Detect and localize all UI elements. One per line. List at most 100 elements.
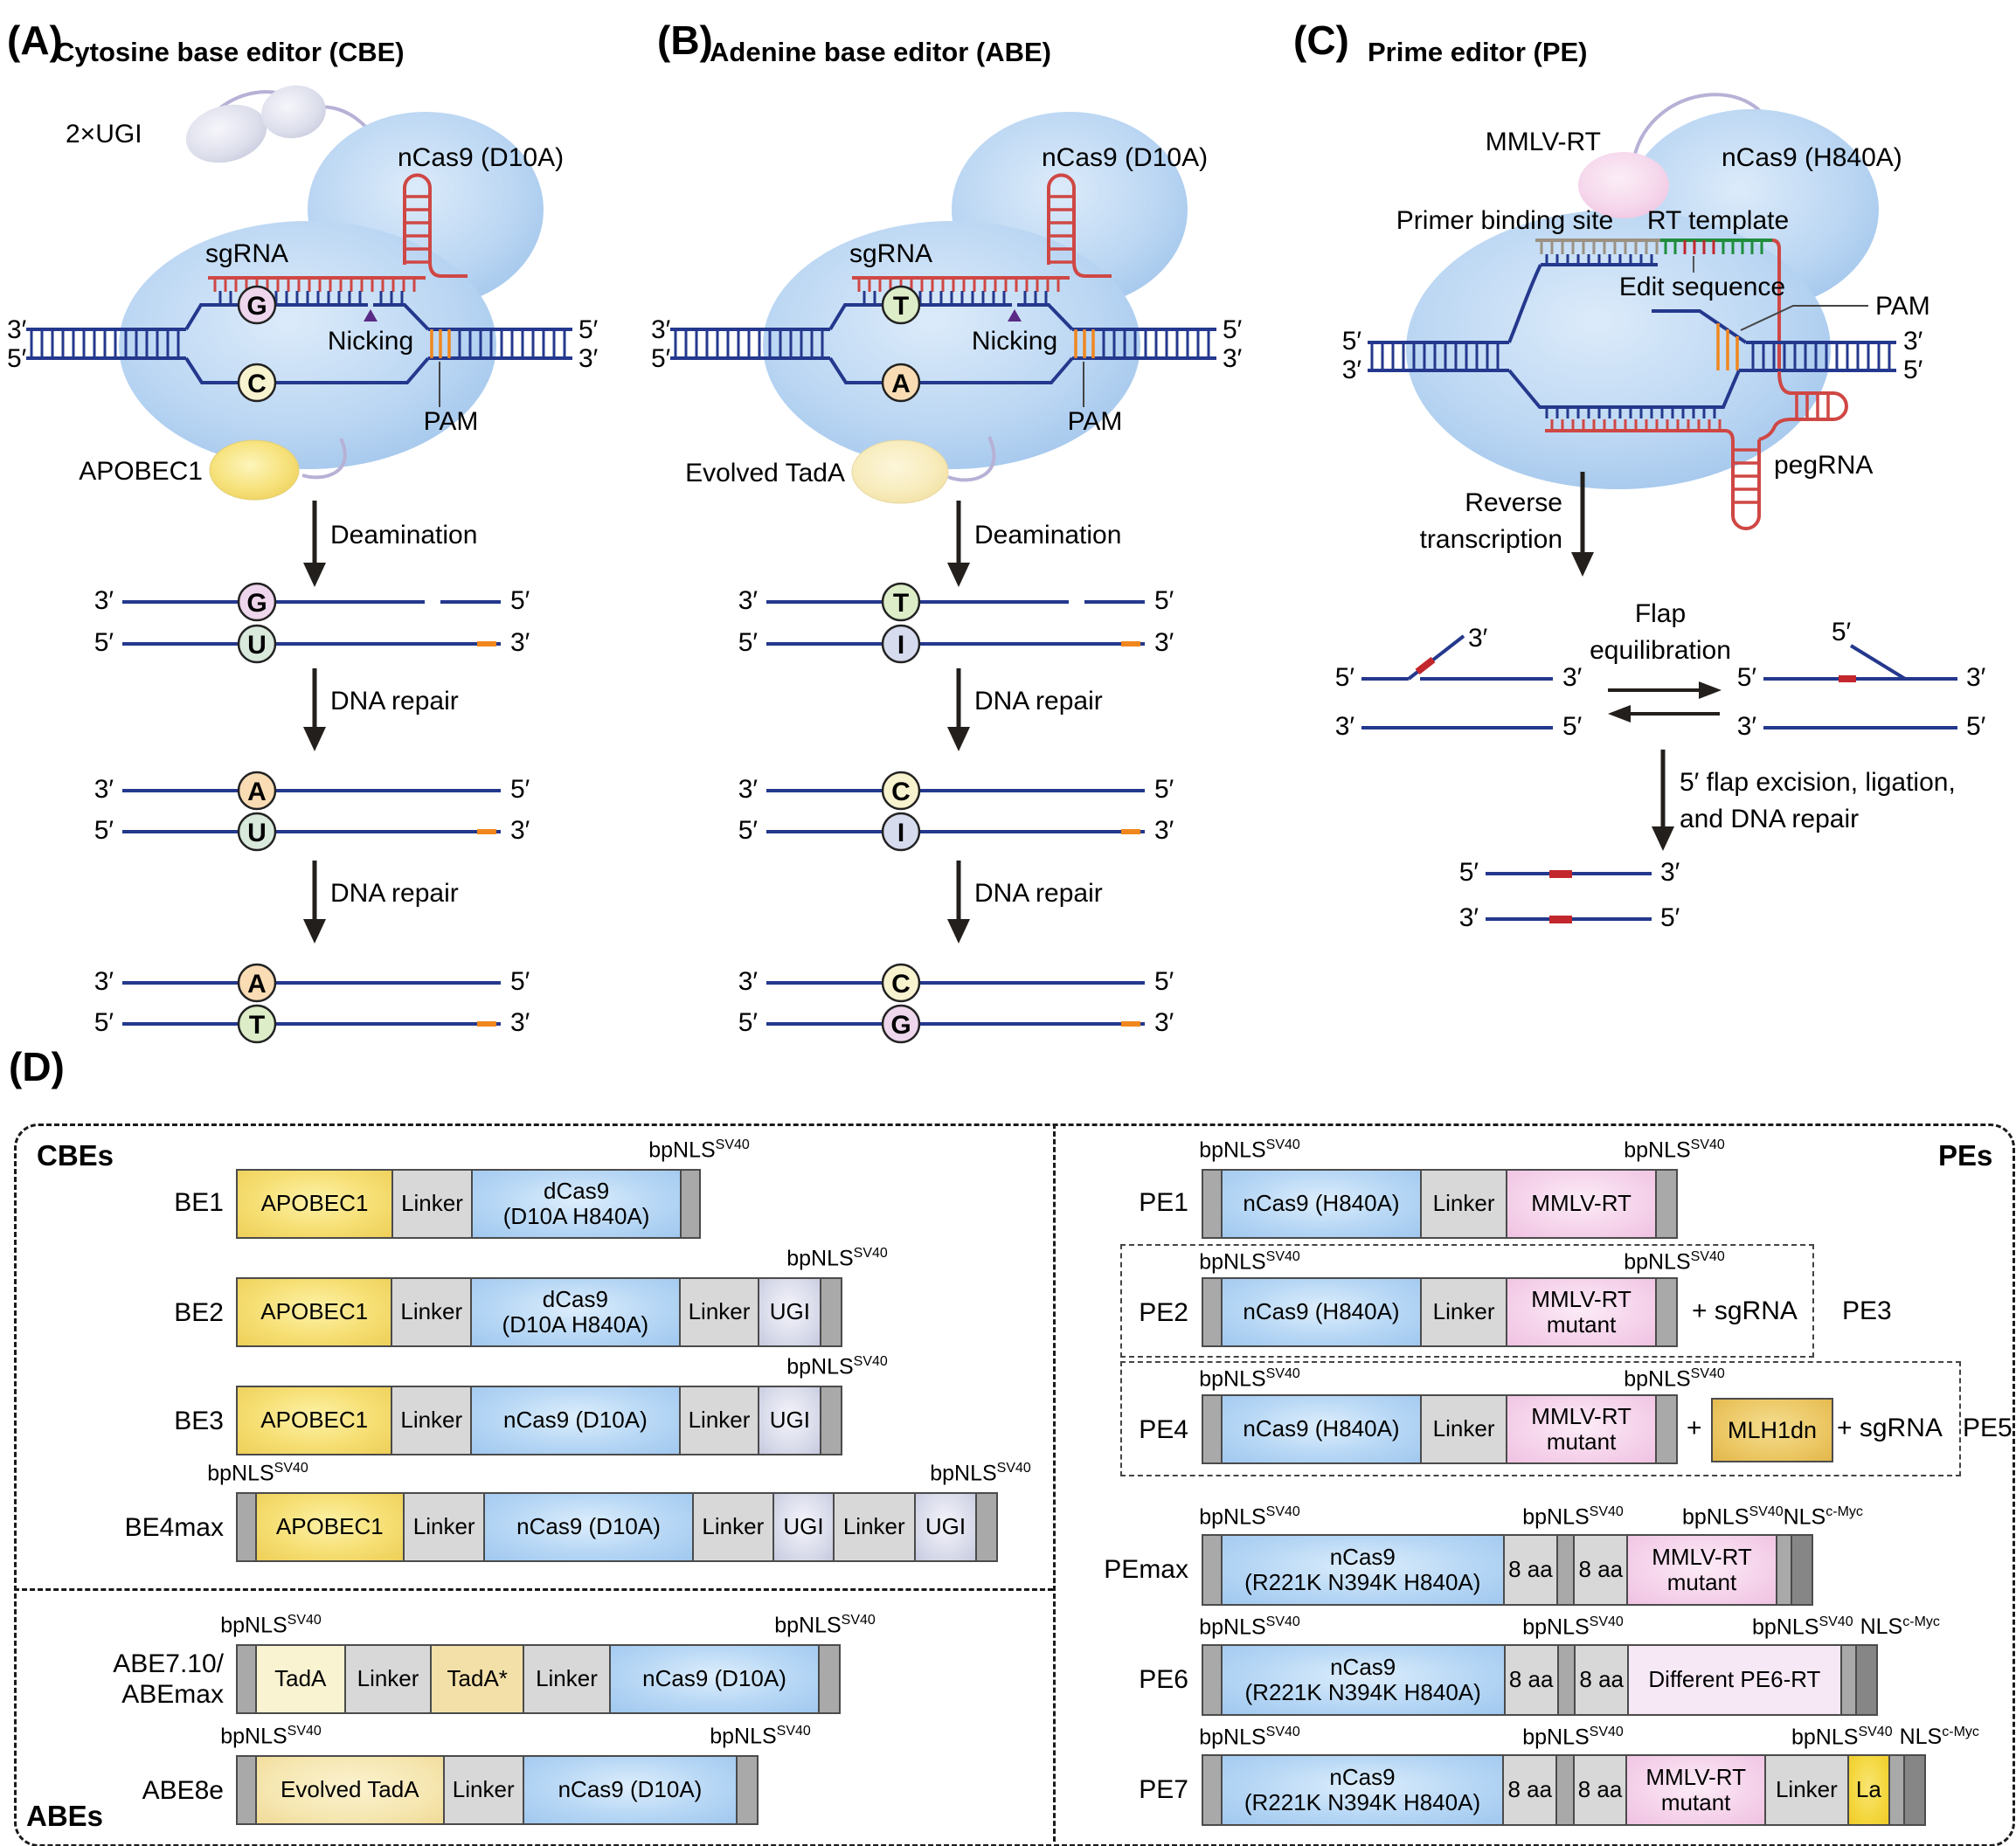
panel-d-vertical-divider [1053,1124,1056,1842]
pe4-cas9: nCas9 (H840A) [1220,1396,1421,1462]
pam-label: PAM [1875,292,1930,321]
group-label-abes: ABEs [26,1800,104,1832]
base-circle-opposite [237,363,277,403]
pair1-bottom-base: U [247,631,267,660]
pe2-rt-mutant: MMLV-RT mutant [1505,1279,1656,1345]
end-left-top: 3′ [7,315,27,344]
pe7-cas9: nCas9 (R221K N394K H840A) [1220,1756,1503,1824]
be4max-apobec1: APOBEC1 [254,1494,403,1560]
pe6-8aa-2: 8 aa [1574,1646,1628,1714]
be3-nls [820,1387,842,1454]
be2-bpnls-right: bpNLSSV40 [786,1246,888,1271]
deaminase-blob [851,439,949,504]
rt-arrow [1571,472,1594,577]
panel-d-tag: (D) [9,1044,65,1089]
pair2-top-base: C [891,778,911,806]
pe5-name: PE5 [1963,1414,2013,1442]
be1-bpnls-right: bpNLSSV40 [648,1137,750,1163]
pair3-left-top: 3′ [738,967,759,996]
fd-5p: 5′ [1459,858,1479,887]
base-letter-target: G [246,292,267,321]
deamination-arrow [947,501,970,587]
pe7-la: La [1846,1756,1888,1824]
pemax-name: PEmax [1104,1555,1188,1584]
be2-apobec1: APOBEC1 [238,1279,391,1345]
pemax-nls-right [1775,1536,1791,1604]
pe2-linker: Linker [1420,1279,1506,1345]
end-right-bottom: 3′ [1223,344,1243,373]
ri-b5p: 5′ [1966,712,1986,741]
pam-leader [1740,305,1868,331]
pe6-bpnls-mid: bpNLSSV40 [1522,1614,1624,1640]
pe4-linker: Linker [1420,1396,1506,1462]
nicking-label: Nicking [972,327,1057,356]
sgrna-label: sgRNA [205,239,288,268]
bottom-bubble-strand [828,356,1074,384]
deamination-label: Deamination [974,521,1121,550]
pemax-bpnls-mid: bpNLSSV40 [1522,1504,1624,1530]
strand-pair-2: 3′ 5′ C 5′ 3′ I [738,771,1174,852]
pe1-linker: Linker [1420,1171,1506,1237]
pe4-bpnls-right: bpNLSSV40 [1624,1366,1725,1392]
strand-pair-2: 3′ 5′ A 5′ 3′ U [94,771,530,852]
pe4-bar: nCas9 (H840A) Linker MMLV-RT mutant [1202,1394,1678,1464]
be4max-linker1: Linker [402,1494,484,1560]
sgrna-hairpin [1047,173,1112,278]
ri-b3p: 3′ [1737,712,1757,741]
edit-seq-label: Edit sequence [1619,273,1785,301]
abe8e-cas9: nCas9 (D10A) [522,1757,737,1823]
pe1-name: PE1 [1139,1188,1188,1217]
abe710-bpnls-left: bpNLSSV40 [220,1613,322,1638]
be3-bpnls-right: bpNLSSV40 [786,1354,888,1379]
pair2-right-bottom: 3′ [510,816,530,845]
pe2-name: PE2 [1139,1298,1188,1327]
end-left-bottom: 3′ [1342,356,1362,384]
end-left-bottom: 5′ [7,344,27,373]
pe7-nls-right [1888,1756,1904,1824]
fd-b5p: 5′ [1660,903,1680,932]
abe710-tadastar: TadA* [430,1646,523,1712]
pe6-cas9: nCas9 (R221K N394K H840A) [1220,1646,1504,1714]
pair3-bottom-base: G [890,1011,911,1040]
pe2-nls-left [1203,1279,1221,1345]
deaminase-label: Evolved TadA [685,459,845,487]
pair1-right-top: 5′ [1154,586,1174,615]
be1-nls [680,1171,699,1237]
pe1-bar: nCas9 (H840A) Linker MMLV-RT [1202,1169,1678,1239]
pemax-bar: nCas9 (R221K N394K H840A) 8 aa 8 aa MMLV-… [1202,1534,1813,1606]
pair2-top-base: A [247,778,267,806]
cas9-blob-body [119,221,496,469]
equilibration-arrows [1608,681,1722,722]
abe8e-nls-right [736,1757,757,1823]
li-5p: 5′ [1335,663,1355,692]
pe4-rt-mutant: MMLV-RT mutant [1505,1396,1656,1462]
pair2-left-top: 3′ [94,775,114,804]
pe7-8aa-2: 8 aa [1572,1756,1626,1824]
deamination-label: Deamination [330,521,477,550]
pe7-bpnls-cmyc: bpNLSSV40 NLSc-Myc [1791,1725,1979,1750]
repair-label-2: DNA repair [330,879,459,908]
pam-label: PAM [1068,407,1123,436]
cas9-blob-body [1406,210,1831,489]
sgrna-hairpin [403,173,468,278]
panel-c-title: Prime editor (PE) [1368,37,1588,67]
be4max-nls-left [238,1494,255,1560]
primer-strand [1507,254,1658,343]
excision-arrow [1652,750,1674,851]
abe8e-name: ABE8e [142,1776,224,1805]
be1-name: BE1 [174,1188,224,1217]
panel-d-horizontal-divider [14,1588,1053,1591]
pair2-left-bottom: 5′ [738,816,759,845]
end-right-top: 5′ [578,315,599,344]
pair1-top-base: G [246,589,267,618]
protospacer-strand [184,291,430,331]
pegrna-scaffold [1731,370,1848,530]
pe4-nls-right [1655,1396,1676,1462]
end-left-bottom: 5′ [651,344,671,373]
deaminase-blob [209,439,300,501]
abe8e-bar: Evolved TadA Linker nCas9 (D10A) [236,1755,759,1825]
end-left-top: 3′ [651,315,671,344]
rt-step-label-2: transcription [1420,525,1562,554]
flap-intermediate-right: 5′ 5′ 3′ 3′ 5′ [1737,618,1986,741]
be2-bar: APOBEC1 Linker dCas9 (D10A H840A) Linker … [236,1277,842,1347]
